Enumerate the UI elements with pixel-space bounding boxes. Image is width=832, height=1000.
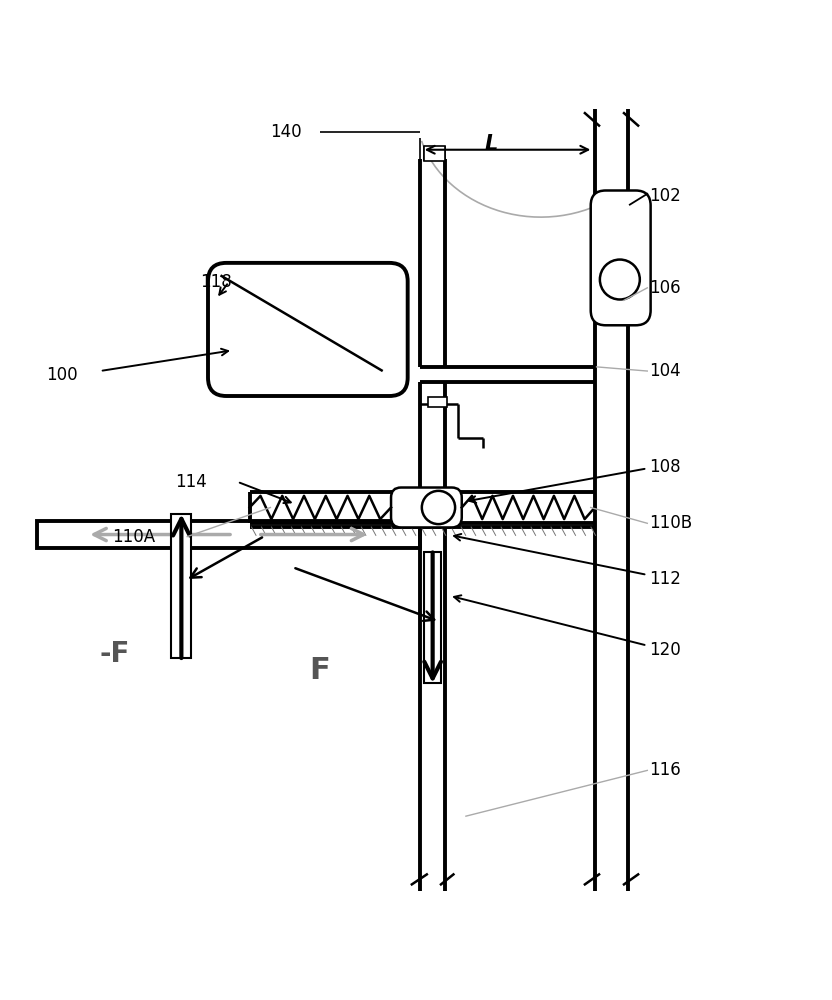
- Text: 120: 120: [649, 641, 681, 659]
- Bar: [37, 521, 420, 548]
- Text: 100: 100: [46, 366, 77, 384]
- Text: 112: 112: [649, 570, 681, 588]
- FancyBboxPatch shape: [208, 263, 408, 396]
- Text: 108: 108: [649, 458, 681, 476]
- Bar: [428, 397, 447, 407]
- Text: 118: 118: [200, 273, 231, 291]
- Text: 104: 104: [649, 362, 681, 380]
- Circle shape: [600, 260, 640, 299]
- Text: 106: 106: [649, 279, 681, 297]
- Bar: [424, 146, 445, 161]
- Circle shape: [422, 491, 455, 524]
- FancyBboxPatch shape: [391, 488, 462, 527]
- Text: -F: -F: [100, 640, 131, 668]
- Text: 114: 114: [175, 473, 206, 491]
- Text: 110A: 110A: [112, 528, 156, 546]
- Bar: [171, 514, 191, 658]
- Text: L: L: [484, 134, 498, 154]
- Text: 102: 102: [649, 187, 681, 205]
- Text: 116: 116: [649, 761, 681, 779]
- Text: F: F: [310, 656, 330, 685]
- Bar: [424, 552, 441, 683]
- FancyBboxPatch shape: [591, 190, 651, 325]
- Text: 140: 140: [270, 123, 302, 141]
- Text: 110B: 110B: [649, 514, 692, 532]
